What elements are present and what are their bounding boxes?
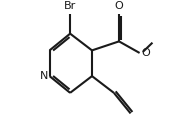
- Text: O: O: [141, 48, 150, 58]
- Text: O: O: [115, 1, 123, 11]
- Text: N: N: [40, 71, 49, 81]
- Text: Br: Br: [64, 1, 76, 11]
